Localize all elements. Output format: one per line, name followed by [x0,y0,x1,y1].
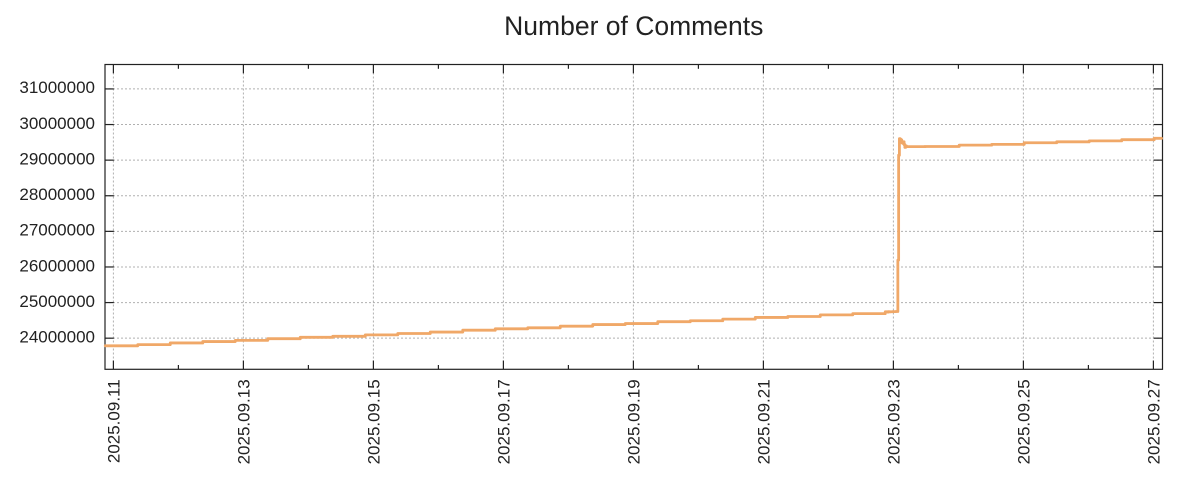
svg-text:2025.09.25: 2025.09.25 [1014,379,1033,464]
svg-text:26000000: 26000000 [19,256,95,275]
svg-text:2025.09.15: 2025.09.15 [364,379,383,464]
svg-text:31000000: 31000000 [19,78,95,97]
svg-text:2025.09.21: 2025.09.21 [754,379,773,464]
svg-text:2025.09.27: 2025.09.27 [1144,379,1163,464]
svg-text:2025.09.17: 2025.09.17 [494,379,513,464]
svg-text:2025.09.13: 2025.09.13 [234,379,253,464]
svg-text:27000000: 27000000 [19,221,95,240]
svg-text:2025.09.19: 2025.09.19 [624,379,643,464]
svg-text:2025.09.11: 2025.09.11 [104,379,123,463]
svg-text:29000000: 29000000 [19,149,95,168]
svg-text:25000000: 25000000 [19,292,95,311]
svg-text:30000000: 30000000 [19,114,95,133]
svg-text:24000000: 24000000 [19,327,95,346]
svg-text:2025.09.23: 2025.09.23 [884,379,903,464]
svg-text:28000000: 28000000 [19,185,95,204]
